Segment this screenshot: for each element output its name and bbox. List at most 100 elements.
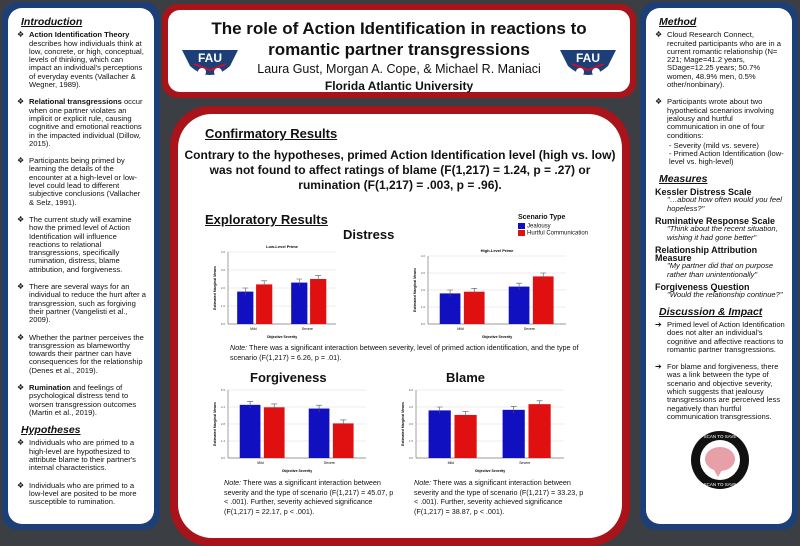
legend: Scenario Type Jealousy Hurtful Communica… [518, 214, 588, 236]
y-tick-label: 3.0 [421, 271, 426, 275]
bar-hurtful-communication [310, 279, 327, 324]
y-tick-label: 6.0 [409, 388, 414, 392]
method-item: ❖ Participants wrote about two hypothetic… [655, 97, 774, 140]
x-tick-label: Mild [448, 461, 454, 465]
y-tick-label: 1.0 [421, 305, 426, 309]
error-bar [316, 404, 323, 412]
blame-heading: Blame [446, 370, 486, 385]
distress-high-chart: High-Level Prime 0.0 1.0 2.0 3.0 4.0 Estimated… [413, 248, 566, 339]
bar-jealousy [428, 410, 451, 458]
results-panel: Confirmatory Results Contrary to the hyp… [170, 106, 630, 546]
y-tick-label: 0.0 [221, 456, 226, 460]
intro-item: ❖ Whether the partner perceives the trans… [17, 332, 144, 375]
y-axis-label: Estimated Marginal Means [401, 402, 405, 446]
x-tick-label: Severe [324, 461, 335, 465]
x-tick-label: Severe [524, 327, 535, 331]
method-item: ❖ Cloud Research Connect, recruited parti… [655, 30, 781, 90]
error-bar [296, 278, 303, 287]
bar-jealousy [502, 409, 525, 458]
legend-item-jealousy: Jealousy [518, 223, 588, 230]
blame-chart: 0.0 1.5 3.0 4.5 6.0 Estimated Marginal Means O… [401, 388, 564, 473]
legend-item-hurtful: Hurtful Communication [518, 229, 588, 236]
measures-heading: Measures [659, 172, 708, 185]
distress-heading: Distress [343, 227, 395, 242]
scan-to-save-qr-badge[interactable]: SCAN TO SAVE SCAN TO SAVE [690, 430, 750, 490]
y-tick-label: 5.5 [221, 388, 226, 392]
x-tick-label: Mild [457, 327, 463, 331]
y-tick-label: 0.0 [409, 456, 414, 460]
measure-item: Forgiveness Question "Would the relations… [655, 282, 783, 300]
measure-item: Ruminative Response Scale "Think about th… [655, 215, 778, 242]
bar-hurtful-communication [463, 291, 485, 324]
authors: Laura Gust, Morgan A. Cope, & Michael R.… [257, 62, 541, 76]
y-tick-label: 4.0 [421, 254, 426, 258]
y-tick-label: 4.1 [221, 405, 226, 409]
bar-hurtful-communication [532, 276, 554, 324]
bar-jealousy [237, 291, 254, 324]
y-tick-label: 1.0 [221, 304, 226, 308]
error-bar [536, 400, 543, 408]
legend-title: Scenario Type [518, 214, 566, 221]
bar-jealousy [508, 286, 530, 324]
x-axis-label: Objective Severity [282, 469, 312, 473]
error-bar [242, 287, 249, 296]
y-tick-label: 2.0 [421, 288, 426, 292]
svg-text:SCAN TO SAVE: SCAN TO SAVE [704, 482, 737, 487]
bar-hurtful-communication [256, 284, 273, 324]
y-tick-label: 1.4 [221, 439, 226, 443]
forgiveness-heading: Forgiveness [250, 370, 327, 385]
university: Florida Atlantic University [324, 79, 474, 93]
error-bar [471, 288, 478, 296]
x-tick-label: Mild [257, 461, 263, 465]
bar-hurtful-communication [454, 414, 477, 458]
error-bar [540, 272, 547, 280]
bar-jealousy [291, 282, 308, 324]
intro-item: ❖ Action Identification Theory describes … [17, 30, 144, 90]
poster-title-line2: romantic partner transgressions [268, 40, 530, 59]
y-tick-label: 0.0 [421, 322, 426, 326]
error-bar [247, 401, 254, 409]
y-tick-label: 1.5 [409, 439, 414, 443]
condition-item: - Severity (mild vs. severe) [669, 140, 759, 150]
y-tick-label: 4.5 [409, 405, 414, 409]
forgiveness-note: Note: There was a significant interactio… [224, 478, 394, 516]
error-bar [510, 406, 517, 414]
error-bar [447, 289, 454, 297]
y-tick-label: 2.8 [221, 422, 226, 426]
intro-item: ❖ Rumination and feelings of psychologica… [17, 382, 137, 417]
x-axis-label: Objective Severity [267, 335, 297, 339]
svg-text:FAU: FAU [576, 51, 600, 65]
bar-hurtful-communication [528, 404, 551, 458]
intro-item: ❖ There are several ways for an individua… [17, 282, 146, 325]
right-panel: Method ❖ Cloud Research Connect, recruite… [640, 2, 798, 530]
error-bar [271, 403, 278, 411]
error-bar [340, 419, 347, 427]
svg-text:FAU: FAU [198, 51, 222, 65]
intro-item: ❖ The current study will examine how the … [17, 214, 132, 274]
y-tick-label: 0.0 [221, 322, 226, 326]
bar-jealousy [239, 404, 261, 458]
discussion-item: ➔ Primed level of Action Identification d… [655, 319, 785, 354]
bar-hurtful-communication [263, 407, 285, 458]
measure-item: Relationship Attribution Measure "My part… [655, 244, 774, 279]
intro-item: ❖ Participants being primed by learning t… [17, 156, 141, 207]
error-bar [261, 280, 268, 288]
discussion-item: ➔ For blame and forgiveness, there was a … [655, 362, 781, 421]
x-tick-label: Mild [250, 327, 256, 331]
left-panel: Introduction ❖ Action Identification Theo… [2, 2, 160, 530]
forgiveness-chart: 0.0 1.4 2.8 4.1 5.5 Estimated Marginal Means O… [213, 388, 366, 473]
error-bar [516, 282, 523, 290]
bar-hurtful-communication [332, 423, 354, 458]
distress-low-chart: Low-Level Prime 0.0 1.0 2.0 3.0 4.0 Estimated … [213, 244, 336, 339]
fau-owl-logo: FAU [560, 50, 616, 76]
condition-item: - Primed Action Identification (low-leve… [669, 149, 784, 167]
distress-note: Note: There was a significant interactio… [230, 343, 579, 362]
error-bar [436, 406, 443, 414]
hypotheses-heading: Hypotheses [21, 424, 81, 437]
svg-text:SCAN TO SAVE: SCAN TO SAVE [704, 434, 737, 439]
x-tick-label: Severe [519, 461, 530, 465]
confirmatory-heading: Confirmatory Results [205, 126, 338, 141]
bar-jealousy [439, 293, 461, 324]
x-axis-label: Objective Severity [475, 469, 505, 473]
error-bar [315, 275, 322, 283]
